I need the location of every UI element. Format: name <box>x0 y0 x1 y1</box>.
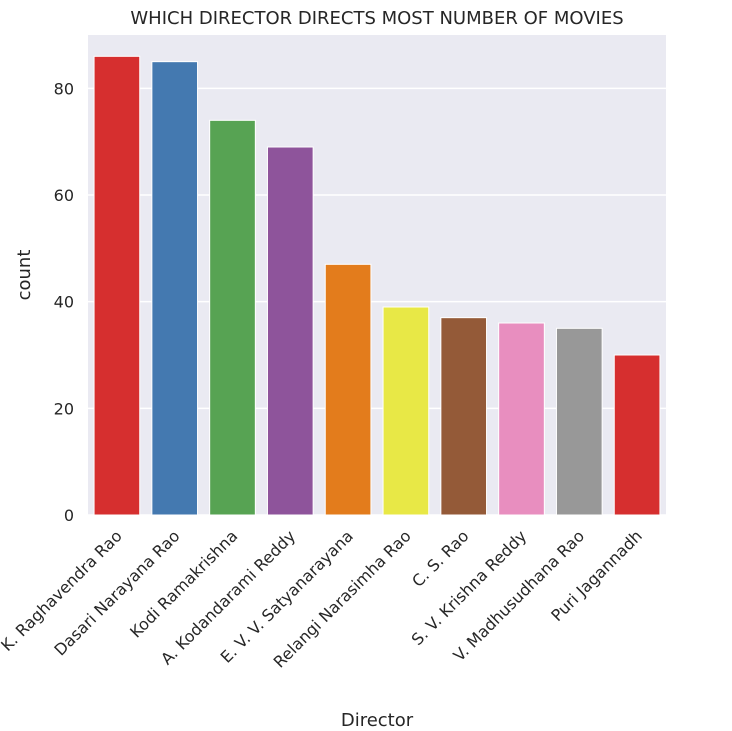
x-axis-label: Director <box>341 710 414 731</box>
bar <box>324 263 372 516</box>
y-tick-label: 80 <box>54 79 74 98</box>
y-axis-ticks: 0 20 40 60 80 <box>54 79 74 525</box>
x-tick-label: S. V. Krishna Reddy <box>408 526 531 649</box>
y-tick-label: 60 <box>54 186 74 205</box>
y-tick-label: 20 <box>54 399 74 418</box>
bar <box>266 146 314 516</box>
bar <box>613 354 661 516</box>
bar <box>151 61 199 516</box>
y-axis-label: count <box>14 250 35 301</box>
chart-title: WHICH DIRECTOR DIRECTS MOST NUMBER OF MO… <box>130 8 623 29</box>
bar <box>382 306 430 516</box>
bar <box>498 322 545 516</box>
bar <box>209 119 256 516</box>
bar <box>555 327 603 516</box>
x-tick-label: Kodi Ramakrishna <box>126 526 241 641</box>
y-tick-label: 40 <box>54 293 74 312</box>
y-tick-label: 0 <box>64 506 74 525</box>
bar <box>440 317 488 516</box>
bars <box>93 55 661 516</box>
bar <box>93 55 141 516</box>
